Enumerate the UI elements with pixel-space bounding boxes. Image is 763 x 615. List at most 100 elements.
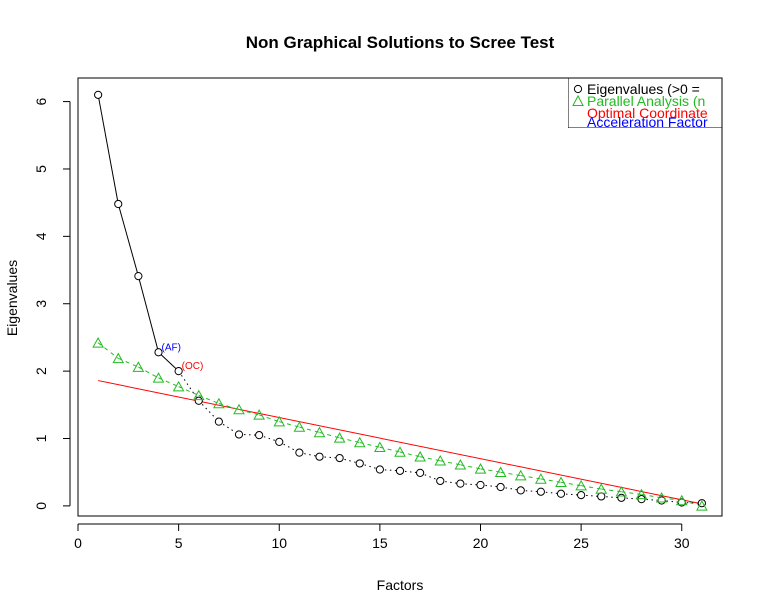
parallel-analysis-point (454, 459, 467, 470)
eigenvalue-line-segment (540, 491, 562, 495)
optimal-coordinate-line (98, 380, 702, 505)
parallel-analysis-point (152, 372, 165, 383)
parallel-analysis-point (273, 415, 286, 427)
eigenvalue-point (255, 431, 264, 440)
parallel-analysis-point (675, 494, 688, 506)
eigenvalue-point (516, 486, 525, 495)
legend-triangle-marker (572, 94, 584, 106)
eigenvalue-point (234, 430, 244, 439)
eigenvalue-line-segment (238, 433, 260, 436)
eigenvalue-line-segment (158, 351, 179, 372)
eigenvalue-line-segment (359, 462, 381, 470)
legend-circle-marker (573, 84, 583, 94)
y-axis-label: Eigenvalues (4, 260, 20, 336)
y-tick-label: 4 (33, 232, 49, 240)
parallel-analysis-point (172, 380, 185, 392)
eigenvalue-line-segment (117, 203, 139, 277)
plot-area-frame (77, 77, 723, 517)
eigenvalue-line-segment (339, 457, 360, 464)
y-tick-label: 5 (33, 165, 49, 173)
eigenvalue-point (275, 437, 284, 446)
x-axis-label: Factors (377, 577, 424, 593)
axes: 0 5 10 15 20 25 30 0 1 2 3 4 5 6 (33, 97, 690, 551)
legend: Eigenvalues (>0 =Parallel Analysis (nOpt… (568, 78, 722, 130)
eigenvalue-line-segment (137, 275, 159, 353)
eigenvalue-line-segment (319, 456, 340, 459)
legend-entry-label: Parallel Analysis (n (587, 93, 705, 109)
parallel-analysis-point (595, 483, 608, 494)
parallel-analysis-point (414, 450, 426, 462)
parallel-analysis-point (535, 473, 547, 484)
eigenvalue-line-segment (560, 493, 582, 496)
legend-box (568, 78, 722, 128)
parallel-analysis-point (293, 421, 306, 432)
parallel-analysis-point (494, 466, 507, 477)
eigenvalue-line-segment (460, 483, 481, 486)
legend-entry-label: Acceleration Factor (587, 114, 708, 130)
parallel-analysis-point (313, 426, 326, 438)
eigenvalue-point (114, 199, 123, 209)
acceleration-factor-label: (AF) (162, 342, 181, 353)
eigenvalue-line-segment (641, 498, 662, 502)
eigenvalue-line-segment (500, 486, 521, 491)
eigenvalue-line-segment (581, 494, 602, 497)
eigenvalue-line-segment (661, 500, 682, 504)
parallel-analysis-point (233, 403, 245, 415)
x-tick-label: 0 (74, 535, 82, 551)
legend-entry-label: Optimal Coordinate (587, 105, 708, 121)
x-tick-label: 5 (175, 535, 183, 551)
eigenvalue-line-segment (379, 469, 401, 472)
x-tick-label: 10 (271, 535, 287, 551)
eigenvalue-point (416, 468, 425, 477)
parallel-analysis-line-segment (97, 342, 119, 359)
parallel-analysis-point (353, 436, 366, 448)
eigenvalue-line-segment (621, 497, 642, 500)
parallel-analysis-point (132, 361, 145, 372)
eigenvalue-line-segment (258, 434, 280, 443)
y-tick-label: 3 (33, 300, 49, 308)
parallel-analysis-point (192, 389, 205, 401)
eigenvalue-point (315, 452, 324, 461)
parallel-analysis-point (615, 485, 628, 497)
parallel-analysis-point (92, 337, 104, 348)
eigenvalue-point (395, 466, 405, 475)
eigenvalue-point (556, 489, 566, 498)
optimal-coordinate-label: (OC) (182, 361, 204, 372)
parallel-analysis-point (434, 454, 447, 466)
parallel-analysis-point (696, 500, 708, 511)
eigenvalue-line-segment (399, 470, 421, 474)
parallel-analysis-point (213, 397, 225, 409)
legend-content: Eigenvalues (>0 =Parallel Analysis (nOpt… (568, 78, 722, 130)
plot-marks: (AF)(OC) (92, 90, 708, 511)
parallel-analysis-point (655, 492, 668, 503)
eigenvalue-point (536, 487, 545, 496)
parallel-analysis-point (514, 469, 527, 481)
parallel-analysis-point (474, 463, 487, 474)
eigenvalue-line-segment (178, 370, 200, 402)
eigenvalue-line-segment (601, 495, 622, 499)
eigenvalue-line-segment (480, 484, 501, 488)
eigenvalue-point (436, 476, 445, 486)
y-tick-label: 0 (33, 502, 49, 510)
eigenvalue-point (154, 348, 163, 357)
eigenvalue-point (214, 417, 223, 426)
eigenvalue-point (134, 272, 143, 281)
eigenvalue-point (335, 453, 344, 463)
eigenvalue-line-segment (419, 472, 441, 482)
eigenvalue-point (577, 491, 586, 500)
eigenvalue-point (94, 90, 103, 99)
eigenvalue-point (597, 492, 606, 501)
parallel-analysis-point (112, 352, 125, 364)
eigenvalue-point (295, 448, 304, 457)
eigenvalue-point (476, 480, 485, 490)
eigenvalue-line-segment (279, 441, 300, 454)
parallel-analysis-point (555, 476, 567, 488)
x-tick-label: 20 (473, 535, 489, 551)
parallel-analysis-point (333, 432, 346, 443)
eigenvalue-point (617, 493, 626, 502)
x-tick-label: 15 (372, 535, 388, 551)
legend-entry-label: Eigenvalues (>0 = (587, 81, 700, 97)
y-tick-label: 1 (33, 434, 49, 442)
parallel-analysis-point (253, 409, 265, 420)
